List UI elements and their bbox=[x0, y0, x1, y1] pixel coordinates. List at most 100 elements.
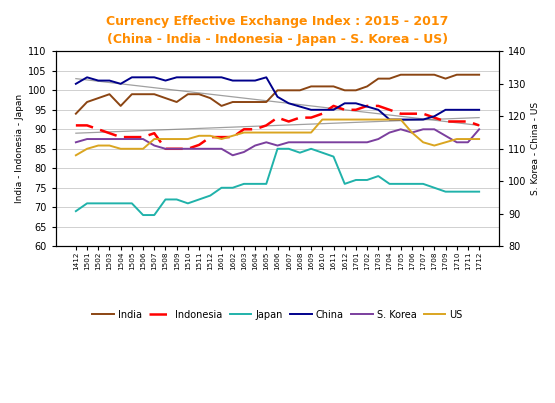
S. Korea bbox=[173, 146, 180, 151]
S. Korea bbox=[162, 146, 169, 151]
Japan bbox=[408, 181, 415, 186]
US bbox=[420, 140, 426, 145]
India bbox=[397, 72, 404, 77]
China bbox=[375, 107, 382, 112]
India bbox=[308, 84, 315, 89]
Indonesia bbox=[397, 111, 404, 116]
Japan bbox=[296, 150, 303, 155]
India bbox=[465, 72, 471, 77]
Indonesia bbox=[140, 135, 147, 139]
Japan bbox=[129, 201, 135, 206]
Indonesia bbox=[218, 135, 225, 139]
Japan bbox=[453, 189, 460, 194]
S. Korea bbox=[218, 146, 225, 151]
Japan bbox=[319, 150, 326, 155]
China bbox=[185, 75, 191, 80]
S. Korea bbox=[229, 153, 236, 158]
India bbox=[240, 100, 247, 104]
US bbox=[162, 137, 169, 141]
Japan bbox=[117, 201, 124, 206]
US bbox=[341, 117, 348, 122]
China bbox=[386, 117, 393, 122]
US bbox=[285, 130, 292, 135]
S. Korea bbox=[196, 146, 203, 151]
Japan bbox=[364, 178, 370, 183]
India bbox=[453, 72, 460, 77]
S. Korea bbox=[431, 127, 438, 132]
China bbox=[252, 78, 259, 83]
Indonesia bbox=[173, 146, 180, 151]
China bbox=[263, 75, 270, 80]
China bbox=[296, 104, 303, 109]
India bbox=[151, 92, 158, 97]
US bbox=[95, 143, 102, 148]
S. Korea bbox=[274, 143, 281, 148]
Japan bbox=[196, 197, 203, 202]
China bbox=[140, 75, 147, 80]
India bbox=[117, 104, 124, 108]
US bbox=[431, 143, 438, 148]
India bbox=[476, 72, 482, 77]
Line: China: China bbox=[76, 77, 479, 120]
Indonesia bbox=[274, 115, 281, 120]
China bbox=[151, 75, 158, 80]
S. Korea bbox=[263, 140, 270, 145]
US bbox=[364, 117, 370, 122]
Line: Indonesia: Indonesia bbox=[76, 106, 479, 149]
China bbox=[73, 81, 79, 86]
India bbox=[420, 72, 426, 77]
India bbox=[162, 96, 169, 100]
Japan bbox=[73, 209, 79, 214]
US bbox=[274, 130, 281, 135]
S. Korea bbox=[364, 140, 370, 145]
S. Korea bbox=[420, 127, 426, 132]
China bbox=[408, 117, 415, 122]
India bbox=[252, 100, 259, 104]
S. Korea bbox=[95, 137, 102, 141]
Indonesia bbox=[341, 107, 348, 112]
US bbox=[207, 133, 214, 138]
US bbox=[263, 130, 270, 135]
Japan bbox=[352, 178, 359, 183]
S. Korea bbox=[84, 137, 90, 141]
India bbox=[263, 100, 270, 104]
China bbox=[207, 75, 214, 80]
China bbox=[129, 75, 135, 80]
US bbox=[319, 117, 326, 122]
India bbox=[185, 92, 191, 97]
S. Korea bbox=[397, 127, 404, 132]
S. Korea bbox=[375, 137, 382, 141]
S. Korea bbox=[73, 140, 79, 145]
S. Korea bbox=[330, 140, 337, 145]
Japan bbox=[162, 197, 169, 202]
Y-axis label: India - Indonesia - Japan: India - Indonesia - Japan bbox=[15, 94, 24, 204]
Japan bbox=[185, 201, 191, 206]
US bbox=[330, 117, 337, 122]
China bbox=[341, 101, 348, 106]
US bbox=[84, 146, 90, 151]
S. Korea bbox=[408, 130, 415, 135]
Indonesia bbox=[240, 127, 247, 132]
Japan bbox=[420, 181, 426, 186]
Indonesia bbox=[117, 135, 124, 139]
Indonesia bbox=[431, 115, 438, 120]
S. Korea bbox=[319, 140, 326, 145]
China bbox=[274, 94, 281, 99]
China bbox=[364, 104, 370, 109]
Japan bbox=[431, 185, 438, 190]
US bbox=[296, 130, 303, 135]
S. Korea bbox=[465, 140, 471, 145]
Japan bbox=[173, 197, 180, 202]
S. Korea bbox=[308, 140, 315, 145]
China bbox=[442, 107, 449, 112]
China bbox=[319, 107, 326, 112]
Japan bbox=[308, 146, 315, 151]
US bbox=[129, 146, 135, 151]
Indonesia bbox=[106, 131, 113, 136]
India bbox=[386, 76, 393, 81]
India bbox=[95, 96, 102, 100]
US bbox=[185, 137, 191, 141]
Line: US: US bbox=[76, 120, 479, 155]
China bbox=[453, 107, 460, 112]
Indonesia bbox=[185, 146, 191, 151]
